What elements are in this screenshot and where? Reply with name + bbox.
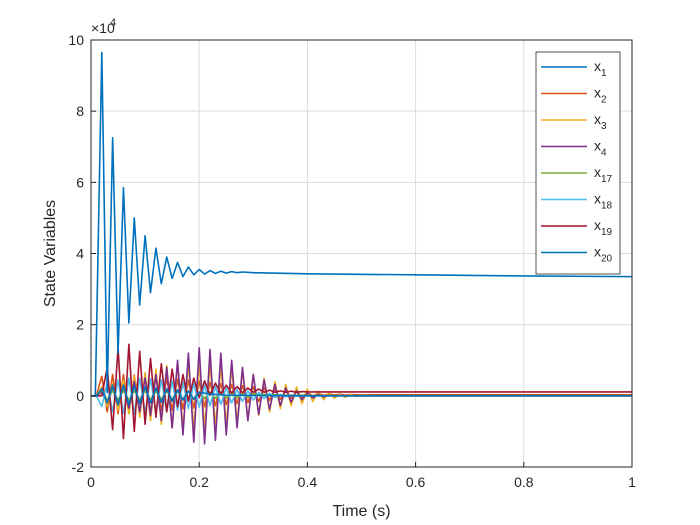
legend-label-x2: x2 <box>594 85 607 106</box>
y-axis-label: State Variables <box>42 200 59 307</box>
y-tick-label: 0 <box>76 388 84 404</box>
legend-label-x19: x19 <box>594 217 613 238</box>
legend-label-x4: x4 <box>594 138 607 159</box>
y-tick-label: 8 <box>76 103 84 119</box>
series-line-x1 <box>91 51 633 397</box>
legend-box <box>535 51 621 275</box>
series-line-x20 <box>91 384 632 406</box>
series-line-x18 <box>91 377 632 415</box>
y-tick-label: 2 <box>76 317 84 333</box>
legend-label-x3: x3 <box>594 111 607 132</box>
legend: x1 x2 x3 x4 x17 x18 x19 x20 <box>535 51 621 275</box>
x-tick-label: 0.4 <box>298 474 318 490</box>
series-layer <box>91 51 633 445</box>
series-line-x19 <box>91 343 632 440</box>
x-tick-label: 0.2 <box>189 474 209 490</box>
legend-label-x18: x18 <box>594 191 613 212</box>
x-tick-label: 1 <box>628 474 636 490</box>
x-tick-label: 0.6 <box>406 474 426 490</box>
legend-label-x20: x20 <box>594 244 613 265</box>
y-tick-label: -2 <box>72 459 85 475</box>
y-tick-label: 4 <box>76 246 84 262</box>
x-tick-label: 0 <box>87 474 95 490</box>
y-exponent-power: 4 <box>110 17 116 29</box>
legend-label-x1: x1 <box>594 58 607 79</box>
y-tick-label: 10 <box>68 32 84 48</box>
x-axis-label: Time (s) <box>332 503 390 520</box>
legend-label-x17: x17 <box>594 164 613 185</box>
x-tick-label: 0.8 <box>514 474 534 490</box>
y-exponent-base: ×10 <box>91 20 115 36</box>
y-tick-label: 6 <box>76 174 84 190</box>
